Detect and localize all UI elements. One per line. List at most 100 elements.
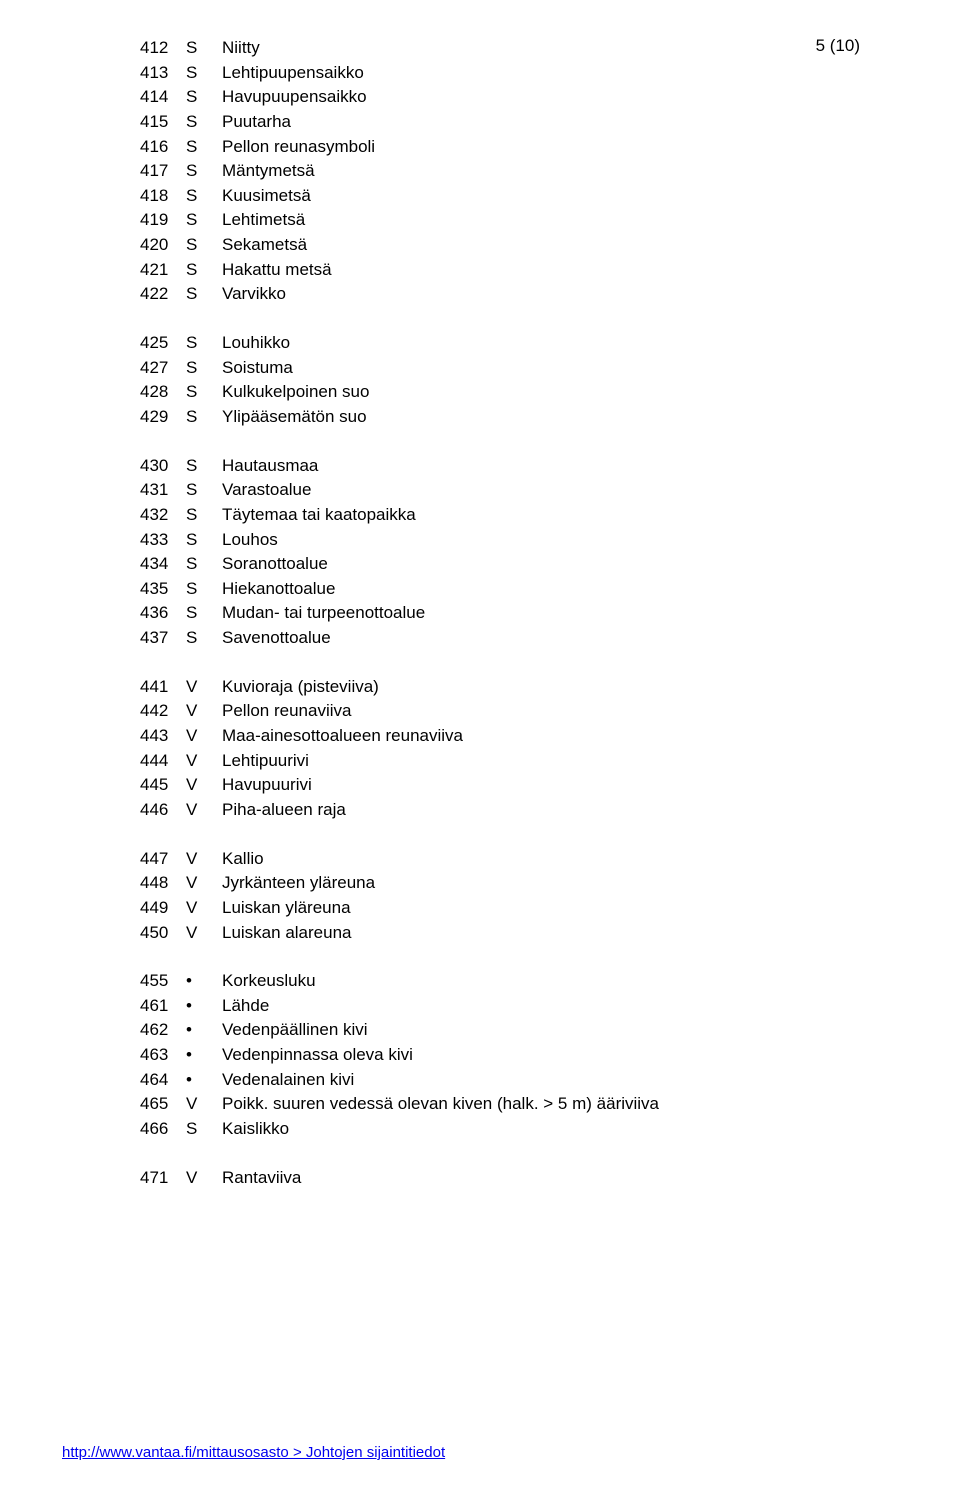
code-value: 427	[140, 356, 186, 381]
code-row: 420SSekametsä	[140, 233, 860, 258]
description-value: Niitty	[222, 36, 860, 61]
description-value: Vedenalainen kivi	[222, 1068, 860, 1093]
code-row: 465VPoikk. suuren vedessä olevan kiven (…	[140, 1092, 860, 1117]
code-value: 419	[140, 208, 186, 233]
description-value: Vedenpinnassa oleva kivi	[222, 1043, 860, 1068]
description-value: Louhikko	[222, 331, 860, 356]
description-value: Mäntymetsä	[222, 159, 860, 184]
type-value: •	[186, 1018, 222, 1043]
description-value: Pellon reunaviiva	[222, 699, 860, 724]
code-row: 422SVarvikko	[140, 282, 860, 307]
code-row: 419SLehtimetsä	[140, 208, 860, 233]
code-row: 416SPellon reunasymboli	[140, 135, 860, 160]
type-value: S	[186, 282, 222, 307]
description-value: Kuvioraja (pisteviiva)	[222, 675, 860, 700]
description-value: Varastoalue	[222, 478, 860, 503]
code-value: 471	[140, 1166, 186, 1191]
code-value: 416	[140, 135, 186, 160]
description-value: Hiekanottoalue	[222, 577, 860, 602]
type-value: •	[186, 994, 222, 1019]
code-value: 421	[140, 258, 186, 283]
code-value: 455	[140, 969, 186, 994]
code-row: 448VJyrkänteen yläreuna	[140, 871, 860, 896]
type-value: V	[186, 699, 222, 724]
type-value: V	[186, 847, 222, 872]
description-value: Louhos	[222, 528, 860, 553]
type-value: S	[186, 356, 222, 381]
code-row: 461•Lähde	[140, 994, 860, 1019]
type-value: S	[186, 552, 222, 577]
code-value: 428	[140, 380, 186, 405]
code-row: 435SHiekanottoalue	[140, 577, 860, 602]
type-value: S	[186, 159, 222, 184]
code-group: 471VRantaviiva	[140, 1166, 860, 1191]
description-value: Puutarha	[222, 110, 860, 135]
code-row: 464•Vedenalainen kivi	[140, 1068, 860, 1093]
code-row: 441VKuvioraja (pisteviiva)	[140, 675, 860, 700]
footer-link[interactable]: http://www.vantaa.fi/mittausosasto > Joh…	[62, 1444, 445, 1461]
code-row: 417SMäntymetsä	[140, 159, 860, 184]
code-value: 430	[140, 454, 186, 479]
code-row: 434SSoranottoalue	[140, 552, 860, 577]
type-value: S	[186, 233, 222, 258]
code-value: 465	[140, 1092, 186, 1117]
code-row: 429SYlipääsemätön suo	[140, 405, 860, 430]
code-value: 433	[140, 528, 186, 553]
code-value: 446	[140, 798, 186, 823]
code-value: 431	[140, 478, 186, 503]
code-row: 432STäytemaa tai kaatopaikka	[140, 503, 860, 528]
code-value: 437	[140, 626, 186, 651]
code-row: 433SLouhos	[140, 528, 860, 553]
code-row: 428SKulkukelpoinen suo	[140, 380, 860, 405]
type-value: S	[186, 208, 222, 233]
type-value: V	[186, 1092, 222, 1117]
code-row: 455•Korkeusluku	[140, 969, 860, 994]
description-value: Korkeusluku	[222, 969, 860, 994]
type-value: V	[186, 896, 222, 921]
code-list-container: 412SNiitty413SLehtipuupensaikko414SHavup…	[140, 36, 860, 1190]
code-value: 449	[140, 896, 186, 921]
code-value: 464	[140, 1068, 186, 1093]
description-value: Pellon reunasymboli	[222, 135, 860, 160]
type-value: V	[186, 921, 222, 946]
code-value: 442	[140, 699, 186, 724]
type-value: V	[186, 1166, 222, 1191]
code-row: 444VLehtipuurivi	[140, 749, 860, 774]
code-value: 429	[140, 405, 186, 430]
type-value: •	[186, 1043, 222, 1068]
type-value: S	[186, 380, 222, 405]
code-value: 434	[140, 552, 186, 577]
code-row: 449VLuiskan yläreuna	[140, 896, 860, 921]
description-value: Havupuupensaikko	[222, 85, 860, 110]
type-value: V	[186, 675, 222, 700]
code-row: 414SHavupuupensaikko	[140, 85, 860, 110]
code-value: 466	[140, 1117, 186, 1142]
code-value: 422	[140, 282, 186, 307]
code-row: 463•Vedenpinnassa oleva kivi	[140, 1043, 860, 1068]
type-value: S	[186, 601, 222, 626]
type-value: S	[186, 135, 222, 160]
code-value: 412	[140, 36, 186, 61]
code-row: 412SNiitty	[140, 36, 860, 61]
code-row: 442VPellon reunaviiva	[140, 699, 860, 724]
code-value: 448	[140, 871, 186, 896]
code-row: 443VMaa-ainesottoalueen reunaviiva	[140, 724, 860, 749]
code-row: 466SKaislikko	[140, 1117, 860, 1142]
code-row: 436SMudan- tai turpeenottoalue	[140, 601, 860, 626]
code-value: 418	[140, 184, 186, 209]
description-value: Lehtimetsä	[222, 208, 860, 233]
description-value: Kaislikko	[222, 1117, 860, 1142]
type-value: S	[186, 85, 222, 110]
code-row: 446VPiha-alueen raja	[140, 798, 860, 823]
code-row: 437SSavenottoalue	[140, 626, 860, 651]
code-value: 435	[140, 577, 186, 602]
code-group: 455•Korkeusluku461•Lähde462•Vedenpäällin…	[140, 969, 860, 1141]
code-value: 425	[140, 331, 186, 356]
description-value: Vedenpäällinen kivi	[222, 1018, 860, 1043]
code-row: 427SSoistuma	[140, 356, 860, 381]
description-value: Sekametsä	[222, 233, 860, 258]
type-value: S	[186, 478, 222, 503]
type-value: V	[186, 749, 222, 774]
code-value: 445	[140, 773, 186, 798]
code-row: 462•Vedenpäällinen kivi	[140, 1018, 860, 1043]
